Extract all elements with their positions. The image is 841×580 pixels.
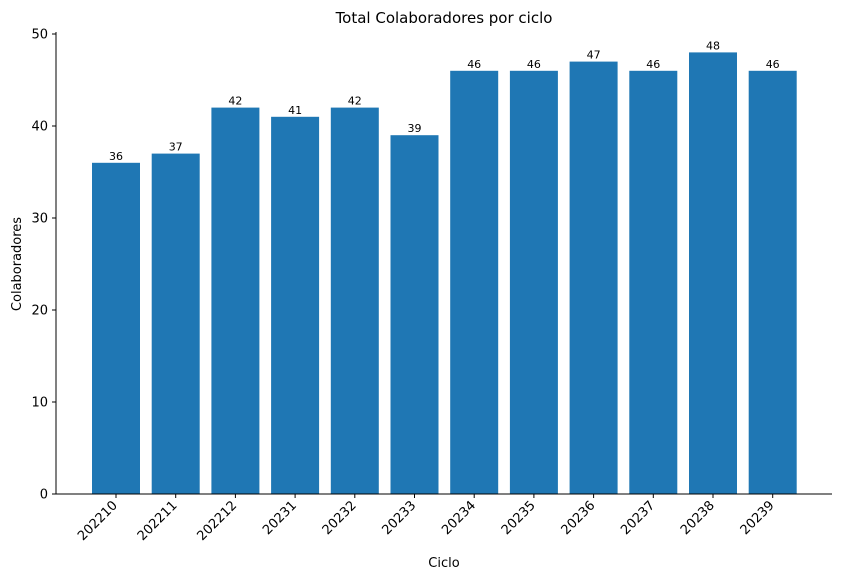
data-label-20232: 42 [348,95,362,108]
bar-202210 [92,162,140,495]
x-tick-label: 20237 [618,498,658,538]
y-tick-label: 0 [40,488,48,503]
bar-20233 [390,135,439,494]
bar-20235 [509,70,558,495]
y-tick-label: 20 [31,304,48,319]
x-tick-label: 20238 [678,498,718,538]
bar-20238 [689,52,737,495]
data-label-20237: 46 [646,58,660,71]
x-tick-label: 20234 [439,498,479,538]
data-label-20235: 46 [527,58,541,71]
data-label-20238: 48 [706,39,720,52]
data-labels: 36 37 42 41 42 39 46 46 47 46 48 46 [109,39,780,162]
data-label-20239: 46 [766,58,780,71]
y-tick-label: 30 [31,212,48,227]
bar-202212 [211,107,260,494]
data-label-20233: 39 [408,122,422,135]
x-tick-label: 20232 [320,498,360,538]
y-tick-label: 50 [31,28,48,43]
x-axis-label: Ciclo [428,556,459,571]
data-label-20236: 47 [587,49,601,62]
y-tick-label: 40 [31,120,48,135]
x-tick-label: 20231 [260,498,300,538]
x-tick-label: 20236 [559,498,599,538]
bar-20234 [450,70,499,495]
x-tick-label: 20233 [379,498,419,538]
data-label-20234: 46 [467,58,481,71]
x-axis: 202210 202211 202212 20231 20232 20233 20234 20… [75,494,778,544]
bar-20232 [330,107,379,494]
x-tick-label: 20235 [499,498,539,538]
data-label-20231: 41 [288,104,302,117]
bar-202211 [151,153,200,494]
bar-20239 [748,70,797,495]
bar-20231 [271,116,320,495]
y-tick-label: 10 [31,396,48,411]
data-label-202212: 42 [228,95,242,108]
y-axis: 0 10 20 30 40 50 [31,28,56,503]
x-tick-label: 202211 [135,498,181,544]
bar-20236 [569,61,618,494]
bar-20237 [629,70,678,495]
x-tick-label: 202210 [75,498,121,544]
bars [92,52,797,495]
data-label-202210: 36 [109,150,123,163]
x-tick-label: 202212 [195,498,241,544]
data-label-202211: 37 [169,141,183,154]
chart-title: Total Colaboradores por ciclo [335,9,553,27]
y-axis-label: Colaboradores [10,217,25,311]
x-tick-label: 20239 [738,498,778,538]
